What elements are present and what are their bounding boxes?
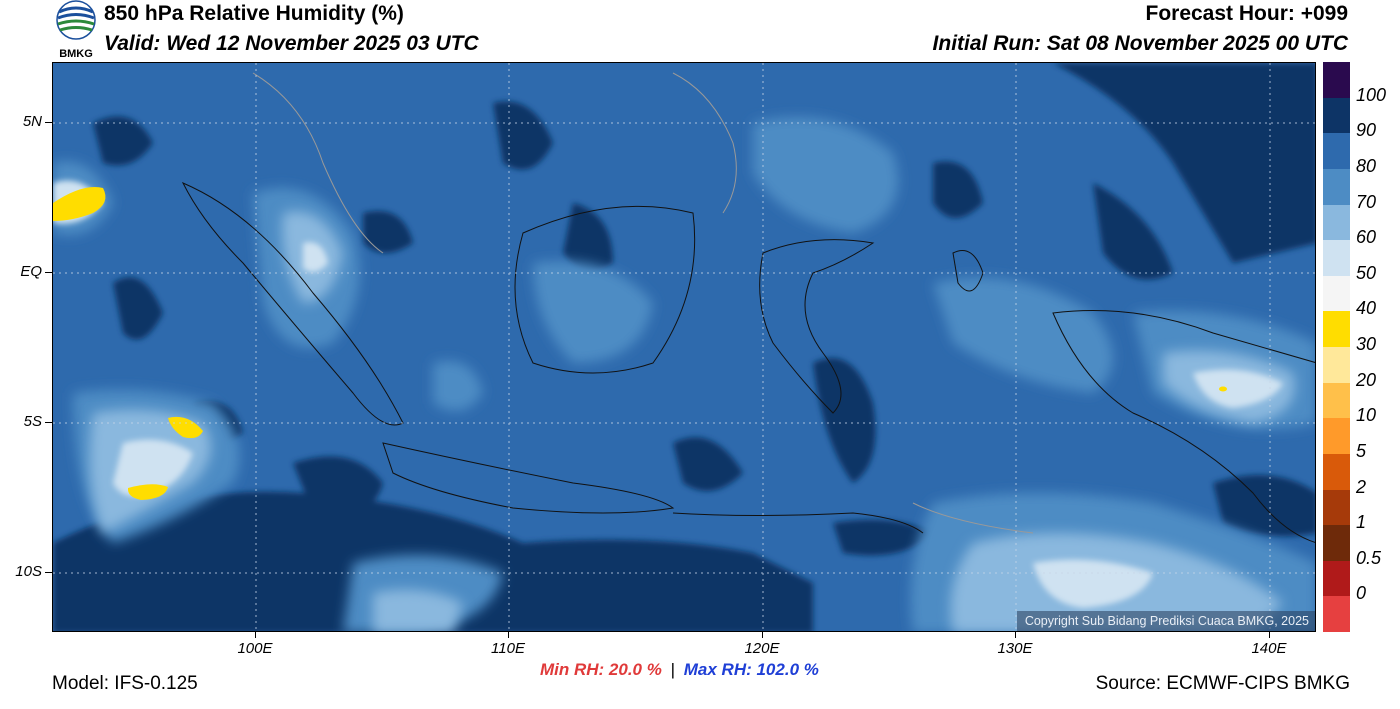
- colorbar-swatch: [1323, 489, 1350, 526]
- colorbar-swatch: [1323, 596, 1350, 632]
- colorbar-label: 2: [1356, 476, 1367, 497]
- lat-label-10s: 10S: [15, 563, 42, 580]
- lat-label-eq: EQ: [20, 263, 42, 280]
- lat-tick-eq: [45, 272, 52, 273]
- colorbar-swatch: [1323, 382, 1350, 419]
- lon-label-130e: 130E: [997, 640, 1033, 657]
- humidity-map: Copyright Sub Bidang Prediksi Cuaca BMKG…: [52, 62, 1316, 632]
- colorbar-swatch: [1323, 453, 1350, 490]
- lon-tick-140e: [1269, 632, 1270, 638]
- lon-label-140e: 140E: [1251, 640, 1287, 657]
- sulawesi-outline: [759, 239, 875, 414]
- colorbar-label: 70: [1356, 191, 1377, 212]
- colorbar-label: 40: [1356, 298, 1377, 319]
- graticule: [53, 63, 1315, 631]
- sumatra-outline: [181, 182, 404, 426]
- forecast-hour: Forecast Hour: +099: [1145, 2, 1349, 25]
- lon-label-100e: 100E: [237, 640, 273, 657]
- colorbar-swatch: [1323, 347, 1350, 383]
- colorbar-swatch: [1323, 62, 1350, 98]
- rh-extremes: Min RH: 20.0 % | Max RH: 102.0 %: [540, 660, 819, 680]
- lat-label-5s: 5S: [23, 413, 42, 430]
- lat-tick-10s: [45, 572, 52, 573]
- min-rh: Min RH: 20.0 %: [540, 660, 662, 679]
- rh-separator: |: [670, 660, 676, 679]
- colorbar-label: 30: [1356, 334, 1377, 354]
- colorbar-label: 0.5: [1356, 547, 1382, 568]
- max-rh: Max RH: 102.0 %: [683, 660, 819, 679]
- colorbar-label: 0: [1356, 583, 1367, 604]
- halmahera-outline: [952, 250, 984, 292]
- lon-tick-110e: [508, 632, 509, 638]
- colorbar-label: 1: [1356, 512, 1367, 533]
- colorbar-label: 20: [1356, 369, 1377, 390]
- java-outline: [382, 442, 675, 514]
- colorbar-label: 60: [1356, 227, 1377, 248]
- lon-label-120e: 120E: [744, 640, 780, 657]
- model-label: Model: IFS-0.125: [52, 673, 198, 694]
- valid-time: Valid: Wed 12 November 2025 03 UTC: [104, 32, 479, 55]
- field-low-humidity: [89, 211, 1295, 631]
- colorbar-label: 100: [1356, 84, 1387, 105]
- borneo-outline: [514, 205, 696, 374]
- malay-peninsula-outline: [252, 72, 384, 254]
- coastlines: [181, 72, 1315, 543]
- lat-tick-5s: [45, 422, 52, 423]
- new-guinea-outline: [1052, 310, 1315, 543]
- initial-run: Initial Run: Sat 08 November 2025 00 UTC: [932, 32, 1348, 55]
- colorbar-swatch: [1323, 133, 1350, 169]
- chart-title: 850 hPa Relative Humidity (%): [104, 2, 404, 25]
- field-very-dry: [53, 187, 1227, 500]
- lat-tick-5n: [45, 122, 52, 123]
- colorbar-swatch: [1323, 311, 1350, 347]
- lat-label-5n: 5N: [22, 113, 42, 130]
- colorbar-swatch: [1323, 525, 1350, 561]
- nusa-tenggara-outline: [672, 512, 924, 534]
- bmkg-logo: BMKG: [52, 0, 100, 60]
- lon-tick-100e: [255, 632, 256, 638]
- bmkg-emblem-icon: BMKG: [56, 0, 96, 60]
- colorbar-swatch: [1323, 418, 1350, 454]
- colorbar: [1323, 62, 1350, 632]
- philippines-outline: [672, 72, 737, 214]
- humidity-field: [53, 63, 1315, 631]
- lon-tick-120e: [762, 632, 763, 638]
- colorbar-swatch: [1323, 168, 1350, 205]
- colorbar-swatch: [1323, 240, 1350, 276]
- source-label: Source: ECMWF-CIPS BMKG: [1095, 673, 1350, 694]
- lon-label-110e: 110E: [491, 640, 525, 657]
- colorbar-swatch: [1323, 204, 1350, 241]
- colorbar-label: 90: [1356, 120, 1377, 141]
- colorbar-swatch: [1323, 275, 1350, 312]
- colorbar-swatch: [1323, 97, 1350, 134]
- colorbar-label: 80: [1356, 155, 1377, 176]
- colorbar-label: 5: [1356, 440, 1367, 461]
- colorbar-label: 10: [1356, 405, 1377, 426]
- timor-outline: [912, 502, 1034, 534]
- lon-tick-130e: [1015, 632, 1016, 638]
- colorbar-swatch: [1323, 560, 1350, 597]
- colorbar-label: 50: [1356, 262, 1377, 283]
- copyright-notice: Copyright Sub Bidang Prediksi Cuaca BMKG…: [1016, 611, 1315, 631]
- svg-text:BMKG: BMKG: [59, 48, 93, 60]
